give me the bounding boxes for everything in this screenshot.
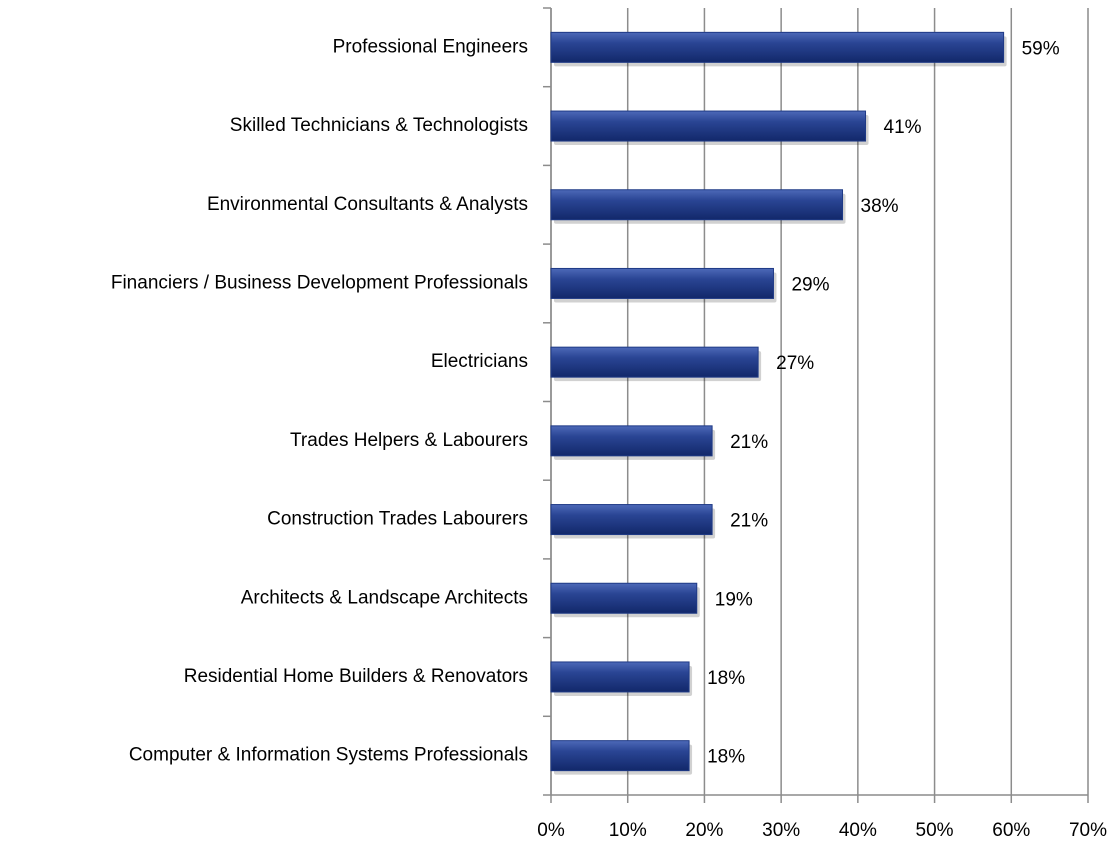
x-tick-label: 50% xyxy=(916,820,954,841)
bar xyxy=(550,661,690,693)
value-label: 59% xyxy=(1022,38,1060,59)
y-tick-label: Electricians xyxy=(431,351,528,372)
y-tick-label: Skilled Technicians & Technologists xyxy=(230,115,528,136)
y-tick-label: Architects & Landscape Architects xyxy=(241,587,528,608)
value-label: 21% xyxy=(730,432,768,453)
bar xyxy=(550,425,713,457)
x-tick-label: 60% xyxy=(992,820,1030,841)
x-tick-label: 70% xyxy=(1069,820,1107,841)
value-label: 21% xyxy=(730,511,768,532)
x-tick-label: 10% xyxy=(609,820,647,841)
y-tick-label: Computer & Information Systems Professio… xyxy=(129,745,528,766)
bar xyxy=(550,504,713,536)
y-tick-label: Professional Engineers xyxy=(333,36,528,57)
bar xyxy=(550,740,690,772)
bar xyxy=(550,31,1005,63)
y-tick-label: Construction Trades Labourers xyxy=(267,509,528,530)
value-label: 29% xyxy=(791,274,829,295)
x-tick-label: 20% xyxy=(685,820,723,841)
bar xyxy=(550,189,844,221)
value-label: 18% xyxy=(707,668,745,689)
y-tick-label: Environmental Consultants & Analysts xyxy=(207,194,528,215)
value-label: 19% xyxy=(715,589,753,610)
x-tick-label: 0% xyxy=(537,820,565,841)
bar xyxy=(550,346,759,378)
bar xyxy=(550,267,774,299)
y-tick-label: Trades Helpers & Labourers xyxy=(290,430,528,451)
bar xyxy=(550,110,867,142)
value-label: 38% xyxy=(861,196,899,217)
value-label: 18% xyxy=(707,747,745,768)
value-label: 41% xyxy=(884,117,922,138)
y-tick-label: Financiers / Business Development Profes… xyxy=(111,272,528,293)
bar xyxy=(550,582,698,614)
value-label: 27% xyxy=(776,353,814,374)
x-tick-label: 30% xyxy=(762,820,800,841)
y-tick-label: Residential Home Builders & Renovators xyxy=(184,666,528,687)
x-tick-label: 40% xyxy=(839,820,877,841)
